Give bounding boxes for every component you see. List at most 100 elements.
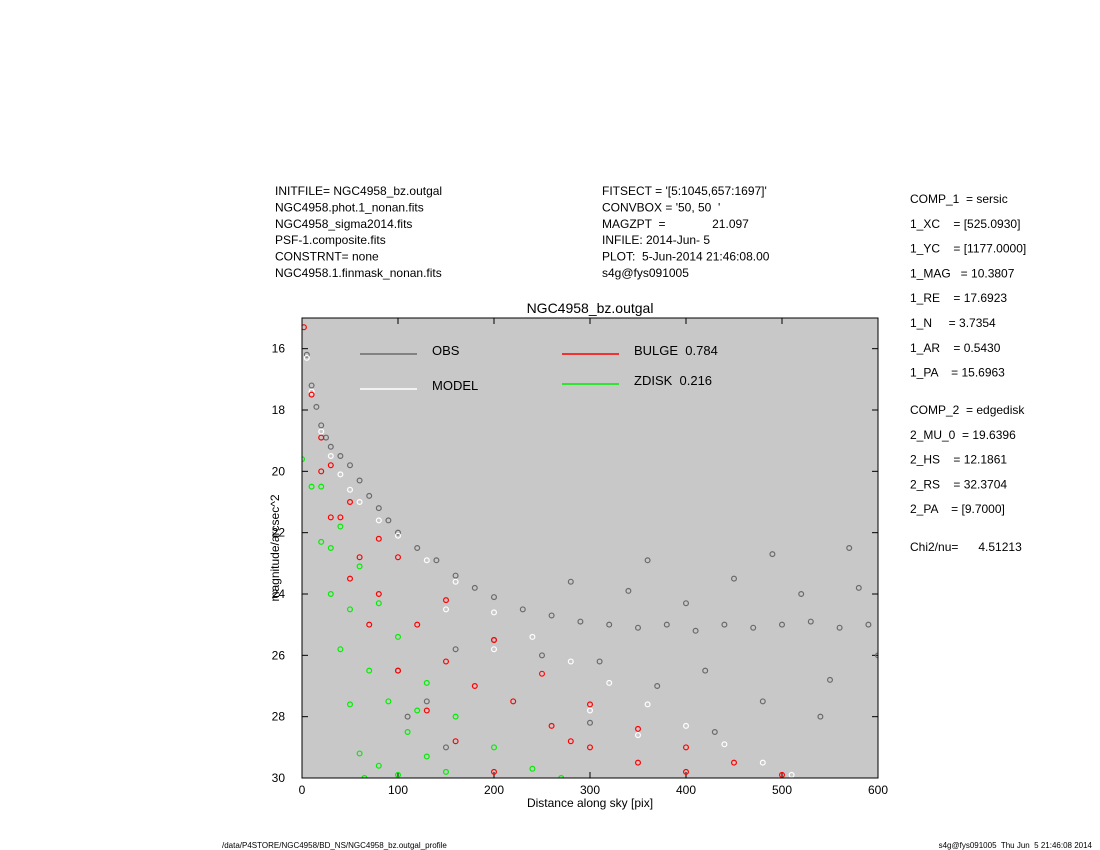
point (366, 667, 373, 674)
point (366, 621, 373, 628)
plot-area (302, 318, 878, 778)
y-tick-label: 26 (272, 648, 286, 662)
point (318, 468, 325, 475)
point (778, 771, 785, 778)
point (682, 768, 689, 775)
point (318, 422, 325, 429)
point (375, 762, 382, 769)
point (692, 627, 699, 634)
point (586, 701, 593, 708)
point (663, 621, 670, 628)
point (414, 544, 421, 551)
point (308, 391, 315, 398)
point (327, 590, 334, 597)
point (327, 462, 334, 469)
point (347, 499, 354, 506)
point (606, 621, 613, 628)
point (347, 575, 354, 582)
point (356, 477, 363, 484)
header-line: PSF-1.composite.fits (275, 233, 386, 247)
header-line: s4g@fys091005 (602, 266, 689, 280)
point (567, 658, 574, 665)
point (356, 563, 363, 570)
point (644, 701, 651, 708)
x-tick-label: 200 (484, 783, 504, 797)
point (577, 618, 584, 625)
point (491, 636, 498, 643)
point (395, 633, 402, 640)
param-line: 2_PA = [9.7000] (910, 502, 1005, 516)
point (644, 557, 651, 564)
y-tick-label: 22 (272, 526, 286, 540)
point (596, 658, 603, 665)
point (327, 544, 334, 551)
point (423, 753, 430, 760)
header-line: CONSTRNT= none (275, 250, 379, 264)
point (356, 554, 363, 561)
point (769, 551, 776, 558)
x-axis-label: Distance along sky [pix] (527, 796, 653, 810)
point (529, 765, 536, 772)
point (318, 483, 325, 490)
point (567, 578, 574, 585)
header-line: PLOT: 5-Jun-2014 21:46:08.00 (602, 250, 770, 264)
point (586, 707, 593, 714)
point (721, 621, 728, 628)
plot-points (302, 324, 878, 778)
point (452, 572, 459, 579)
point (711, 728, 718, 735)
point (337, 453, 344, 460)
point (375, 517, 382, 524)
point (634, 732, 641, 739)
header-line: INFILE: 2014-Jun- 5 (602, 233, 710, 247)
param-line: COMP_2 = edgedisk (910, 403, 1025, 417)
point (404, 713, 411, 720)
header-line: FITSECT = '[5:1045,657:1697]' (602, 184, 767, 198)
point (313, 403, 320, 410)
point (375, 535, 382, 542)
point (375, 600, 382, 607)
point (443, 768, 450, 775)
y-tick-label: 20 (272, 464, 286, 478)
param-line: 1_RE = 17.6923 (910, 291, 1007, 305)
point (443, 606, 450, 613)
point (385, 698, 392, 705)
param-line: 2_MU_0 = 19.6396 (910, 428, 1016, 442)
point (538, 670, 545, 677)
point (443, 597, 450, 604)
point (337, 514, 344, 521)
point (423, 557, 430, 564)
point (836, 624, 843, 631)
point (452, 738, 459, 745)
point (318, 434, 325, 441)
y-tick-label: 24 (272, 587, 286, 601)
point (433, 557, 440, 564)
footer-path: /data/P4STORE/NGC4958/BD_NS/NGC4958_bz.o… (222, 841, 447, 850)
point (327, 514, 334, 521)
point (548, 612, 555, 619)
point (347, 606, 354, 613)
point (443, 658, 450, 665)
point (846, 544, 853, 551)
point (366, 492, 373, 499)
point (423, 679, 430, 686)
y-axis-label: magnitude/arcsec^2 (268, 494, 282, 601)
header-line: MAGZPT = 21.097 (602, 217, 749, 231)
point (759, 759, 766, 766)
header-line: INITFILE= NGC4958_bz.outgal (275, 184, 442, 198)
point (423, 698, 430, 705)
legend-label: BULGE 0.784 (634, 343, 718, 358)
point (327, 443, 334, 450)
point (337, 646, 344, 653)
x-tick-label: 0 (299, 783, 306, 797)
x-tick-label: 400 (676, 783, 696, 797)
point (347, 486, 354, 493)
point (567, 738, 574, 745)
point (302, 324, 307, 331)
point (337, 471, 344, 478)
point (529, 633, 536, 640)
y-tick-label: 28 (272, 710, 286, 724)
point (491, 646, 498, 653)
point (395, 667, 402, 674)
